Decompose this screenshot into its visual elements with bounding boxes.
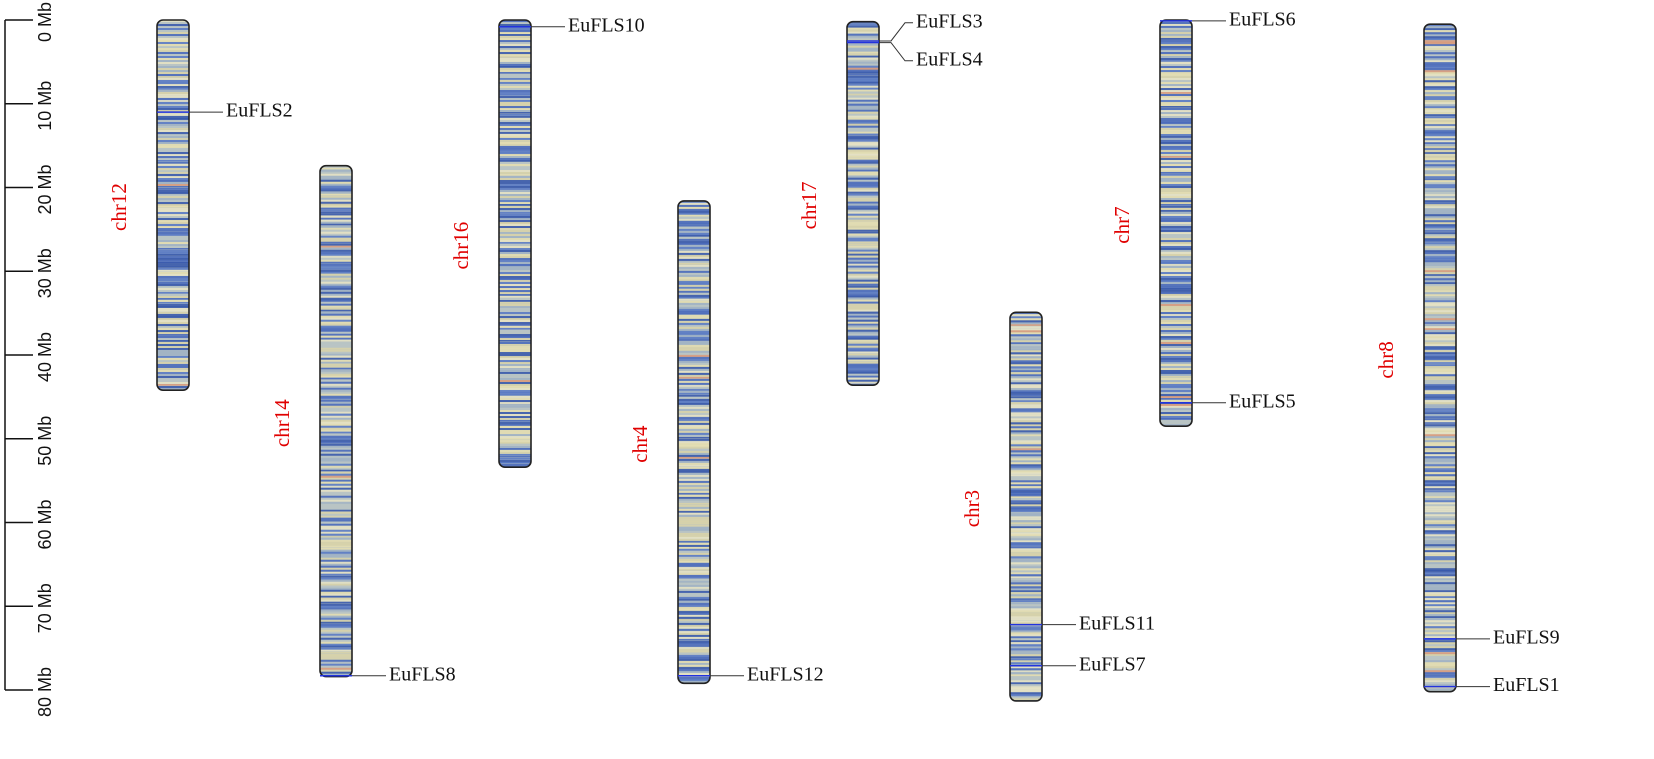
- chromosome-outline: [1009, 311, 1043, 702]
- chromosome-name: chr4: [628, 425, 652, 463]
- gene-leader: [879, 22, 913, 42]
- y-tick-label: 80 Mb: [35, 667, 55, 717]
- chromosome: [847, 21, 879, 386]
- chromosome: [157, 20, 189, 391]
- chromosome-name: chr16: [449, 222, 473, 270]
- y-tick-label: 40 Mb: [35, 332, 55, 382]
- chromosome-name: chr7: [1110, 206, 1134, 243]
- y-tick-label: 60 Mb: [35, 499, 55, 549]
- gene-label: EuFLS3: [916, 10, 983, 32]
- chromosome-name: chr14: [270, 399, 294, 447]
- chromosome-outline: [319, 164, 353, 678]
- y-tick-label: 50 Mb: [35, 416, 55, 466]
- chromosome-outline: [1423, 23, 1457, 693]
- y-tick-label: 70 Mb: [35, 583, 55, 633]
- gene-label: EuFLS1: [1493, 674, 1560, 696]
- y-tick-label: 20 Mb: [35, 164, 55, 214]
- gene-label: EuFLS7: [1079, 653, 1146, 675]
- chromosome-name: chr17: [797, 181, 821, 229]
- gene-label: EuFLS10: [568, 14, 645, 36]
- chromosome: [678, 200, 710, 684]
- chromosome-name: chr8: [1374, 341, 1398, 378]
- chromosome: [1424, 24, 1456, 692]
- chromosome-outline: [677, 200, 711, 685]
- chromosome-name: chr3: [960, 490, 984, 527]
- gene-label: EuFLS6: [1229, 8, 1296, 30]
- y-tick-label: 10 Mb: [35, 81, 55, 131]
- gene-label: EuFLS2: [226, 100, 293, 122]
- chromosome: [1160, 20, 1192, 427]
- chromosome: [1010, 312, 1042, 701]
- y-tick-label: 30 Mb: [35, 248, 55, 298]
- chromosome: [499, 20, 531, 468]
- gene-label: EuFLS11: [1079, 612, 1155, 634]
- chromosome-name: chr12: [107, 183, 131, 231]
- gene-label: EuFLS4: [916, 48, 983, 70]
- chromosome-outline: [156, 19, 190, 391]
- chromosome-outline: [846, 20, 880, 386]
- gene-label: EuFLS9: [1493, 627, 1560, 649]
- gene-label: EuFLS5: [1229, 390, 1296, 412]
- chromosome-outline: [498, 19, 532, 469]
- gene-label: EuFLS12: [747, 663, 824, 685]
- gene-leader: [879, 42, 913, 62]
- chromosome: [320, 165, 352, 677]
- y-tick-label: 0 Mb: [35, 2, 55, 42]
- chromosome-outline: [1159, 19, 1193, 427]
- gene-label: EuFLS8: [389, 663, 456, 685]
